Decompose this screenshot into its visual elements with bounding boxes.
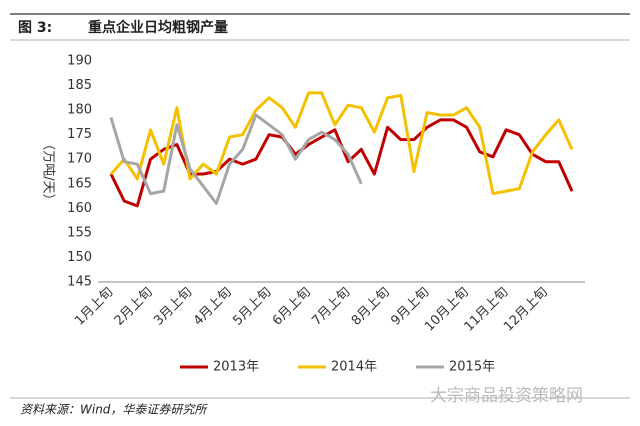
y-tick-label: 165 — [67, 176, 92, 191]
y-tick-label: 175 — [67, 127, 92, 142]
y-tick-label: 150 — [67, 250, 92, 265]
x-tick-label: 5月上旬 — [230, 285, 274, 329]
y-tick-label: 185 — [67, 78, 92, 93]
y-axis-label: （万吨/天） — [41, 137, 56, 206]
y-tick-label: 190 — [67, 54, 92, 69]
x-tick-label: 1月上旬 — [72, 285, 116, 329]
chart-title: 重点企业日均粗钢产量 — [88, 19, 228, 36]
x-tick-label: 12月上旬 — [501, 285, 551, 335]
series-line — [109, 113, 363, 205]
x-tick-label: 2月上旬 — [112, 285, 156, 329]
y-tick-label: 155 — [67, 225, 92, 240]
y-tick-label: 170 — [67, 152, 92, 167]
y-tick-label: 160 — [67, 201, 92, 216]
series-line — [109, 91, 574, 196]
x-tick-label: 8月上旬 — [349, 285, 393, 329]
source: 资料来源：Wind，华泰证券研究所 — [20, 403, 208, 417]
legend-label: 2013年 — [213, 360, 259, 375]
x-tick-label: 7月上旬 — [309, 285, 353, 329]
legend-label: 2014年 — [331, 360, 377, 375]
x-tick-label: 4月上旬 — [191, 285, 235, 329]
x-tick-label: 6月上旬 — [270, 285, 314, 329]
y-tick-label: 180 — [67, 103, 92, 118]
figure-label: 图 3: — [18, 20, 52, 36]
x-tick-label: 3月上旬 — [151, 285, 195, 329]
legend-label: 2015年 — [449, 360, 495, 375]
watermark: 大宗商品投资策略网 — [430, 386, 583, 406]
y-tick-label: 145 — [67, 275, 92, 290]
